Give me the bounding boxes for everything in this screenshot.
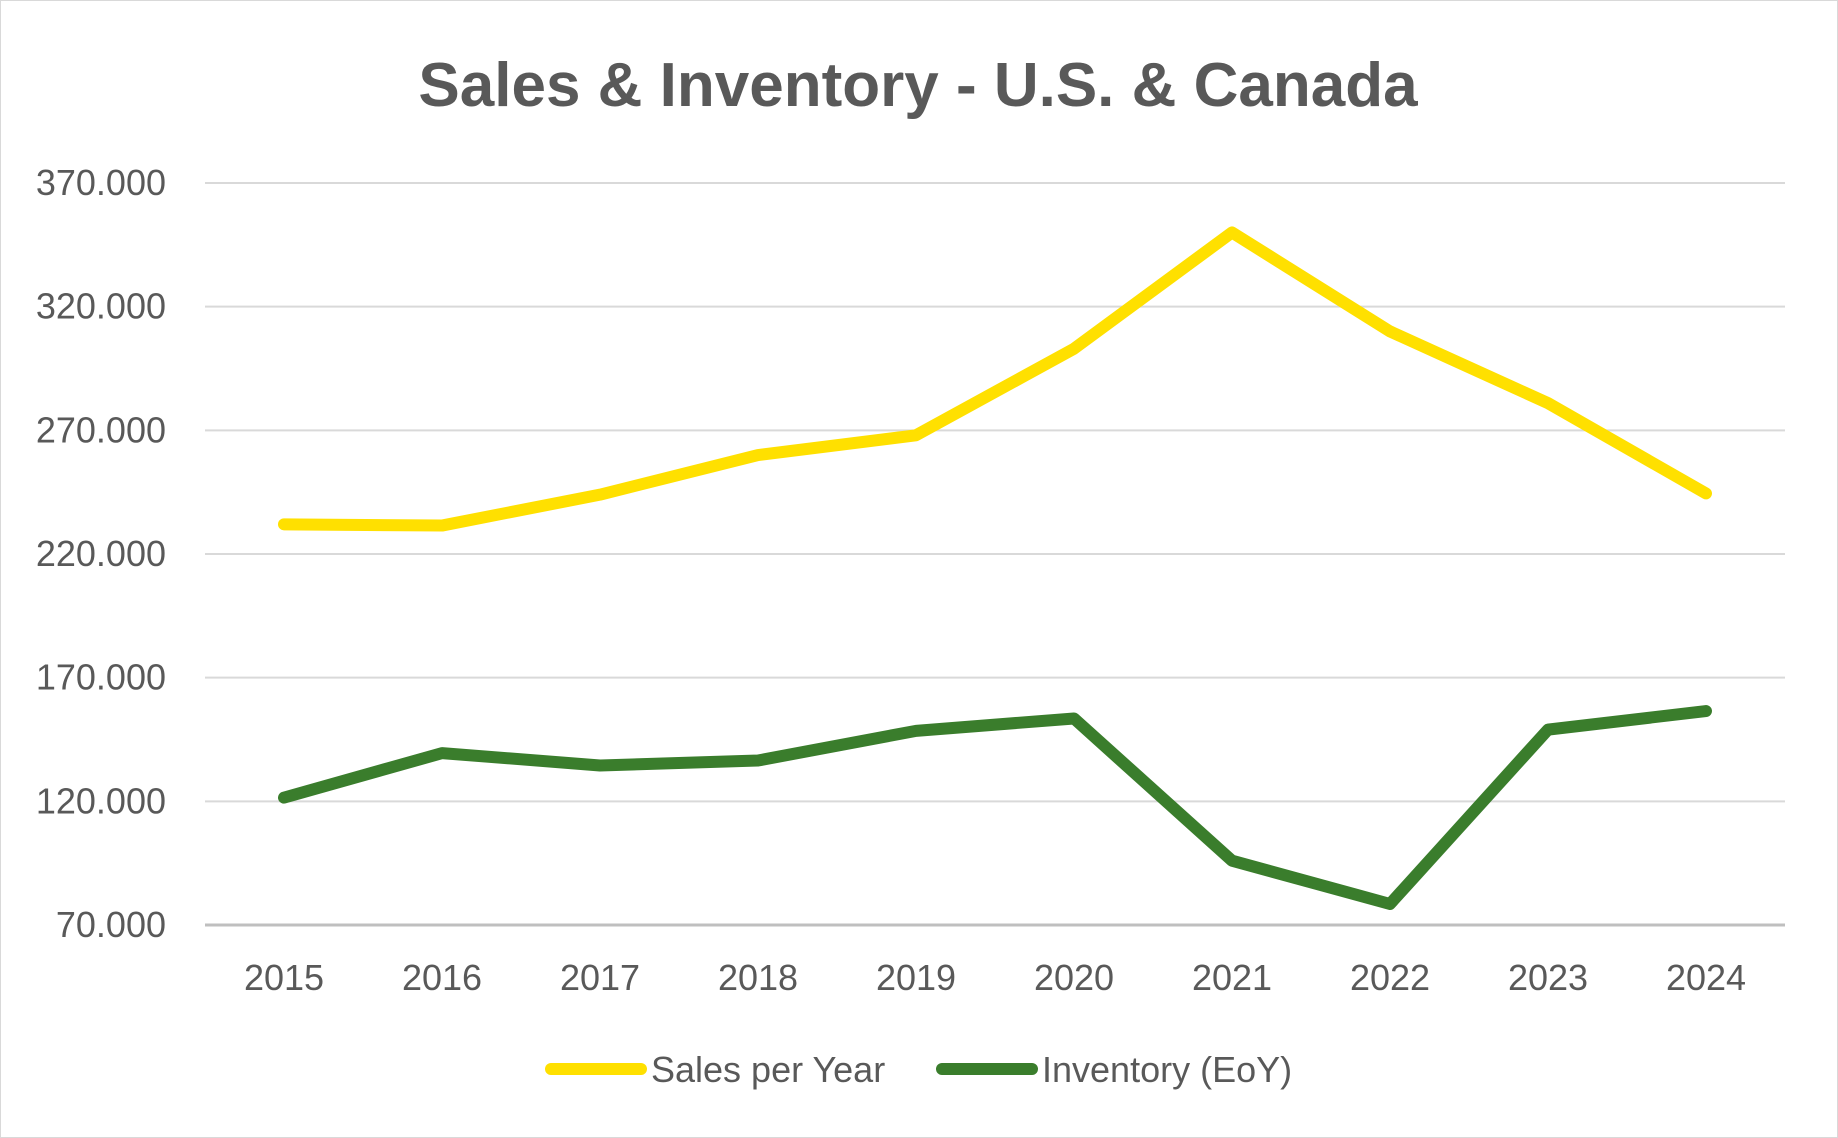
data-point (1231, 231, 1233, 233)
data-point (283, 523, 285, 525)
series-line-inventory-eoy (278, 705, 1712, 910)
legend: Sales per Year Inventory (EoY) (545, 1049, 1292, 1090)
data-point (1073, 348, 1075, 350)
x-tick-label: 2023 (1508, 957, 1588, 998)
x-tick-label: 2021 (1192, 957, 1272, 998)
data-point (757, 454, 759, 456)
series-line-sales-per-year (278, 226, 1712, 532)
x-tick-label: 2017 (560, 957, 640, 998)
series-lines (278, 226, 1712, 910)
y-tick-label: 270.000 (36, 409, 166, 450)
data-point (915, 730, 917, 732)
data-point (1547, 729, 1549, 731)
y-axis: 370.000 320.000 270.000 220.000 170.000 120.0… (36, 162, 166, 945)
x-tick-label: 2024 (1666, 957, 1746, 998)
data-point (441, 525, 443, 527)
y-tick-label: 120.000 (36, 780, 166, 821)
data-point (915, 434, 917, 436)
data-point (1231, 860, 1233, 862)
legend-label: Sales per Year (651, 1049, 885, 1090)
x-tick-label: 2020 (1034, 957, 1114, 998)
y-tick-label: 220.000 (36, 533, 166, 574)
gridlines (205, 182, 1785, 927)
x-tick-label: 2015 (244, 957, 324, 998)
legend-label: Inventory (EoY) (1042, 1049, 1292, 1090)
x-axis: 2015 2016 2017 2018 2019 2020 2021 2022 2023 2024 (244, 957, 1746, 998)
y-tick-label: 70.000 (56, 904, 166, 945)
data-point (1705, 710, 1707, 712)
x-tick-label: 2016 (402, 957, 482, 998)
y-tick-label: 370.000 (36, 162, 166, 203)
data-point (757, 760, 759, 762)
y-tick-label: 320.000 (36, 286, 166, 327)
data-point (1073, 717, 1075, 719)
y-tick-label: 170.000 (36, 657, 166, 698)
data-point (1389, 330, 1391, 332)
data-point (283, 797, 285, 799)
x-tick-label: 2022 (1350, 957, 1430, 998)
chart-title: Sales & Inventory - U.S. & Canada (418, 51, 1418, 120)
data-point (599, 764, 601, 766)
x-tick-label: 2019 (876, 957, 956, 998)
data-point (1389, 903, 1391, 905)
data-point (599, 494, 601, 496)
data-point (441, 752, 443, 754)
x-tick-label: 2018 (718, 957, 798, 998)
data-point (1547, 402, 1549, 404)
data-point (1705, 492, 1707, 494)
